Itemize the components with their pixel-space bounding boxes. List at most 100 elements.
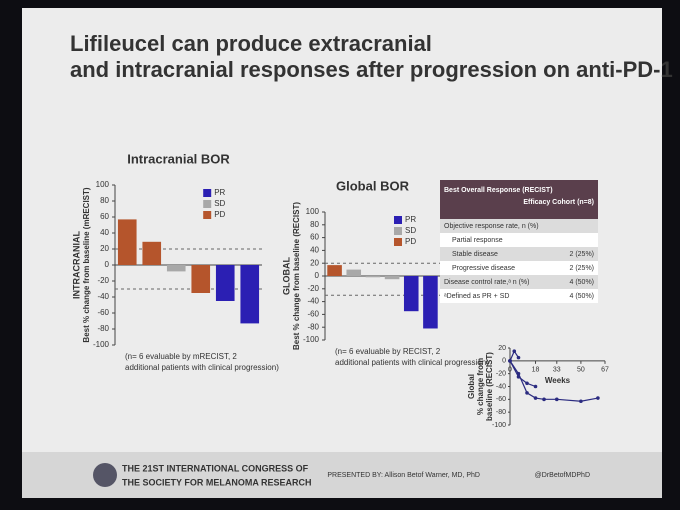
legend-label: SD	[405, 226, 416, 235]
point	[554, 397, 559, 402]
table-header	[440, 180, 598, 220]
table-row	[440, 233, 598, 247]
line	[509, 360, 599, 402]
y-tick-label: 60	[100, 212, 109, 221]
chart-title: Global BOR	[336, 178, 410, 193]
logo	[93, 463, 117, 487]
x-axis-title: Weeks	[545, 376, 571, 385]
table-cell: 4 (50%)	[569, 293, 594, 300]
table-cell: Partial response	[452, 237, 503, 244]
legend-swatch	[203, 211, 212, 219]
y-tick-label: 20	[498, 345, 506, 352]
y-tick-label: -80	[496, 409, 506, 416]
y-tick-label: -20	[496, 371, 506, 378]
point	[533, 396, 538, 400]
legend-label: PR	[405, 215, 416, 224]
legend-swatch	[394, 216, 402, 224]
y-tick-label: 40	[310, 246, 319, 255]
table-header-cell: Best Overall Response (RECIST)	[444, 187, 553, 194]
chart-title: Intracranial BOR	[127, 151, 230, 166]
y-tick-label: -100	[492, 422, 506, 429]
point	[516, 355, 521, 360]
y-tick-label: 40	[100, 228, 109, 237]
bar	[346, 269, 362, 276]
point	[542, 397, 546, 402]
table-header-cell: Efficacy Cohort (n=8)	[523, 199, 594, 206]
note: (n= 6 evaluable by RECIST, 2 additional p…	[335, 347, 489, 367]
bar	[142, 241, 162, 265]
y-axis-title: Best % change from baseline (RECIST)	[292, 202, 301, 350]
table-cell: 2 (25%)	[569, 265, 594, 272]
table-cell: 4 (50%)	[569, 279, 594, 286]
point	[533, 384, 538, 389]
presenter: PRESENTED BY: Allison Betof Warner, MD, …	[327, 472, 480, 479]
y-tick-label: -40	[97, 292, 109, 301]
y-tick-label: 60	[310, 233, 319, 242]
bar	[240, 265, 260, 324]
y-tick-label: -80	[307, 322, 319, 331]
legend-swatch	[203, 189, 212, 197]
table-row	[440, 219, 598, 233]
y-tick-label: -20	[97, 276, 109, 285]
y-tick-label: 20	[310, 258, 319, 267]
y-tick-label: -100	[303, 335, 320, 344]
legend-swatch	[394, 227, 402, 235]
point	[579, 399, 583, 404]
table-cell: ᵃDefined as PR + SD	[444, 293, 509, 300]
table-row	[440, 261, 598, 275]
table-cell: Progressive disease	[452, 265, 515, 272]
x-tick-label: 18	[532, 367, 540, 374]
table-cell: Objective response rate, n (%)	[444, 223, 539, 230]
point	[512, 349, 517, 354]
table-row	[440, 247, 598, 261]
y-tick-label: 80	[100, 196, 109, 205]
slide-title: Lifileucel can produce extracranial and i…	[70, 31, 673, 82]
point	[508, 359, 512, 363]
y-tick-label: -60	[97, 308, 109, 317]
y-tick-label: -100	[93, 340, 110, 349]
y-tick-label: 0	[105, 260, 110, 269]
y-tick-label: -40	[496, 383, 506, 390]
y-axis-group: GLOBAL	[281, 257, 291, 295]
footer-band	[22, 452, 662, 498]
congress: THE SOCIETY FOR MELANOMA RESEARCH	[122, 477, 312, 487]
bar	[166, 265, 186, 272]
legend-label: SD	[214, 199, 225, 208]
table-row	[440, 289, 598, 303]
y-tick-label: 100	[306, 207, 320, 216]
y-axis-title: % change from	[476, 358, 485, 415]
x-tick-label: 33	[553, 367, 561, 374]
bar	[215, 265, 235, 301]
y-tick-label: 100	[96, 180, 110, 189]
y-tick-label: -60	[307, 310, 319, 319]
point	[516, 371, 521, 376]
line	[509, 360, 536, 388]
bar	[365, 276, 381, 278]
table-row	[440, 275, 598, 289]
y-axis-title: Global	[467, 374, 476, 399]
y-axis-group: INTRACRANIAL	[71, 231, 81, 299]
y-tick-label: 80	[310, 220, 319, 229]
y-tick-label: -20	[307, 284, 319, 293]
bar	[191, 265, 211, 293]
legend-label: PD	[405, 237, 416, 246]
table-cell: Stable disease	[452, 251, 498, 258]
y-tick-label: 20	[100, 244, 109, 253]
y-axis-title: Best % change from baseline (mRECIST)	[82, 187, 91, 342]
legend-label: PR	[214, 188, 225, 197]
congress: THE 21ST INTERNATIONAL CONGRESS OF	[122, 463, 309, 473]
point	[525, 381, 529, 386]
x-tick-label: 0	[508, 367, 512, 374]
y-axis-title: baseline (RECIST)	[485, 352, 494, 421]
legend-label: PD	[214, 210, 225, 219]
table-cell: Disease control rate,ᵃ n (%)	[444, 279, 529, 286]
x-tick-label: 67	[601, 367, 609, 374]
y-tick-label: -80	[97, 324, 109, 333]
y-tick-label: -40	[307, 297, 319, 306]
x-tick-label: 50	[577, 367, 585, 374]
handle: @DrBetofMDPhD	[535, 472, 590, 479]
point	[525, 391, 529, 395]
y-tick-label: -60	[496, 396, 506, 403]
